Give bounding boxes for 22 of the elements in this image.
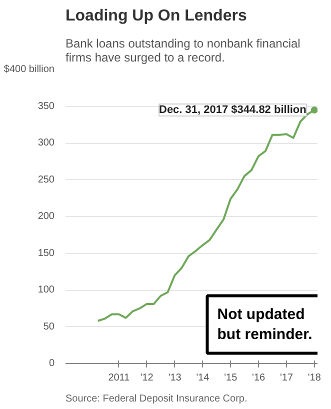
y-tick-label: 200 (38, 211, 55, 222)
x-tick-label: '12 (140, 372, 154, 384)
y-tick-label: 250 (38, 174, 55, 186)
y-tick-label: $400 billion (4, 64, 55, 75)
x-tick-label: '13 (168, 372, 182, 384)
y-tick-label: 150 (38, 248, 55, 259)
x-tick-label: '16 (252, 372, 266, 384)
chart-subtitle: Bank loans outstanding to nonbank financial firms have surged to a record. (66, 36, 300, 64)
annotation: Dec. 31, 2017 $344.82 billion (159, 104, 307, 116)
x-tick-label: 2011 (108, 372, 130, 384)
x-tick-label: '15 (224, 372, 238, 384)
annotation: Not updated but reminder. (217, 306, 312, 344)
y-tick-label: 350 (38, 100, 55, 112)
y-tick-label: 300 (38, 138, 55, 148)
chart-title: Loading Up On Lenders (66, 8, 247, 24)
y-tick-label: 50 (43, 321, 55, 332)
y-tick-label: 100 (38, 284, 55, 296)
source-note: Source: Federal Deposit Insurance Corp. (66, 394, 248, 404)
y-tick-label: 0 (48, 358, 55, 369)
x-tick-label: '17 (280, 372, 294, 384)
x-tick-label: '14 (196, 372, 210, 384)
x-tick-label: '18 (308, 372, 322, 384)
